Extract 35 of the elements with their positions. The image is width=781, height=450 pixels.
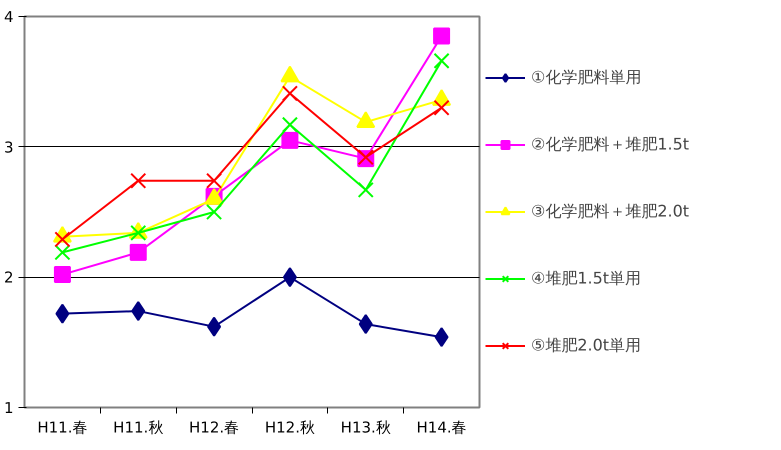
point	[206, 172, 222, 189]
point	[433, 28, 450, 45]
legend-label: ④堆肥1.5t単用	[531, 268, 642, 289]
x-tick-label: H14.春	[416, 418, 467, 436]
point	[434, 327, 449, 348]
y-tick-label: 2	[4, 268, 14, 287]
point	[282, 267, 297, 288]
x-tick-label: H12.秋	[264, 418, 315, 436]
point	[207, 316, 222, 337]
y-tick-label: 3	[4, 138, 14, 156]
point	[206, 204, 222, 220]
x-tick-label: H11.秋	[113, 418, 164, 436]
legend-label: ②化学肥料＋堆肥1.5t	[531, 134, 690, 155]
point	[282, 116, 298, 133]
point	[358, 182, 374, 198]
point	[54, 266, 71, 284]
y-tick-label: 4	[4, 8, 14, 26]
point	[55, 304, 70, 324]
point	[358, 314, 373, 334]
point	[281, 132, 298, 149]
point	[434, 52, 450, 69]
point	[54, 244, 70, 260]
legend-label: ⑤堆肥2.0t単用	[531, 335, 642, 356]
x-tick-label: H11.春	[37, 418, 88, 436]
point	[282, 85, 298, 102]
point	[434, 100, 450, 116]
point	[130, 244, 147, 261]
point	[131, 301, 146, 322]
y-tick-label: 1	[4, 399, 14, 417]
point	[54, 231, 70, 248]
legend-label: ③化学肥料＋堆肥2.0t	[531, 201, 690, 222]
legend-label: ①化学肥料単用	[531, 67, 642, 88]
point	[130, 172, 146, 189]
x-tick-label: H13.秋	[340, 418, 391, 436]
x-tick-label: H12.春	[189, 418, 240, 436]
